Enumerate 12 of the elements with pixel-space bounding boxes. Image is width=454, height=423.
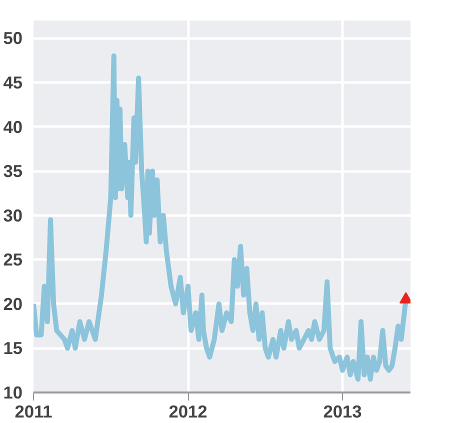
y-tick-label: 40	[3, 116, 23, 137]
y-tick-label: 50	[3, 28, 23, 48]
x-tick-label: 2012	[168, 402, 208, 422]
x-tick-label: 2013	[323, 402, 362, 422]
x-tick-label: 2011	[14, 402, 53, 422]
y-tick-label: 15	[3, 338, 23, 358]
y-tick-label: 30	[3, 205, 23, 226]
y-tick-label: 10	[3, 382, 23, 402]
y-tick-label: 35	[3, 161, 23, 182]
y-tick-label: 25	[3, 250, 23, 270]
y-tick-label: 20	[3, 294, 23, 314]
y-tick-label: 45	[3, 72, 23, 92]
